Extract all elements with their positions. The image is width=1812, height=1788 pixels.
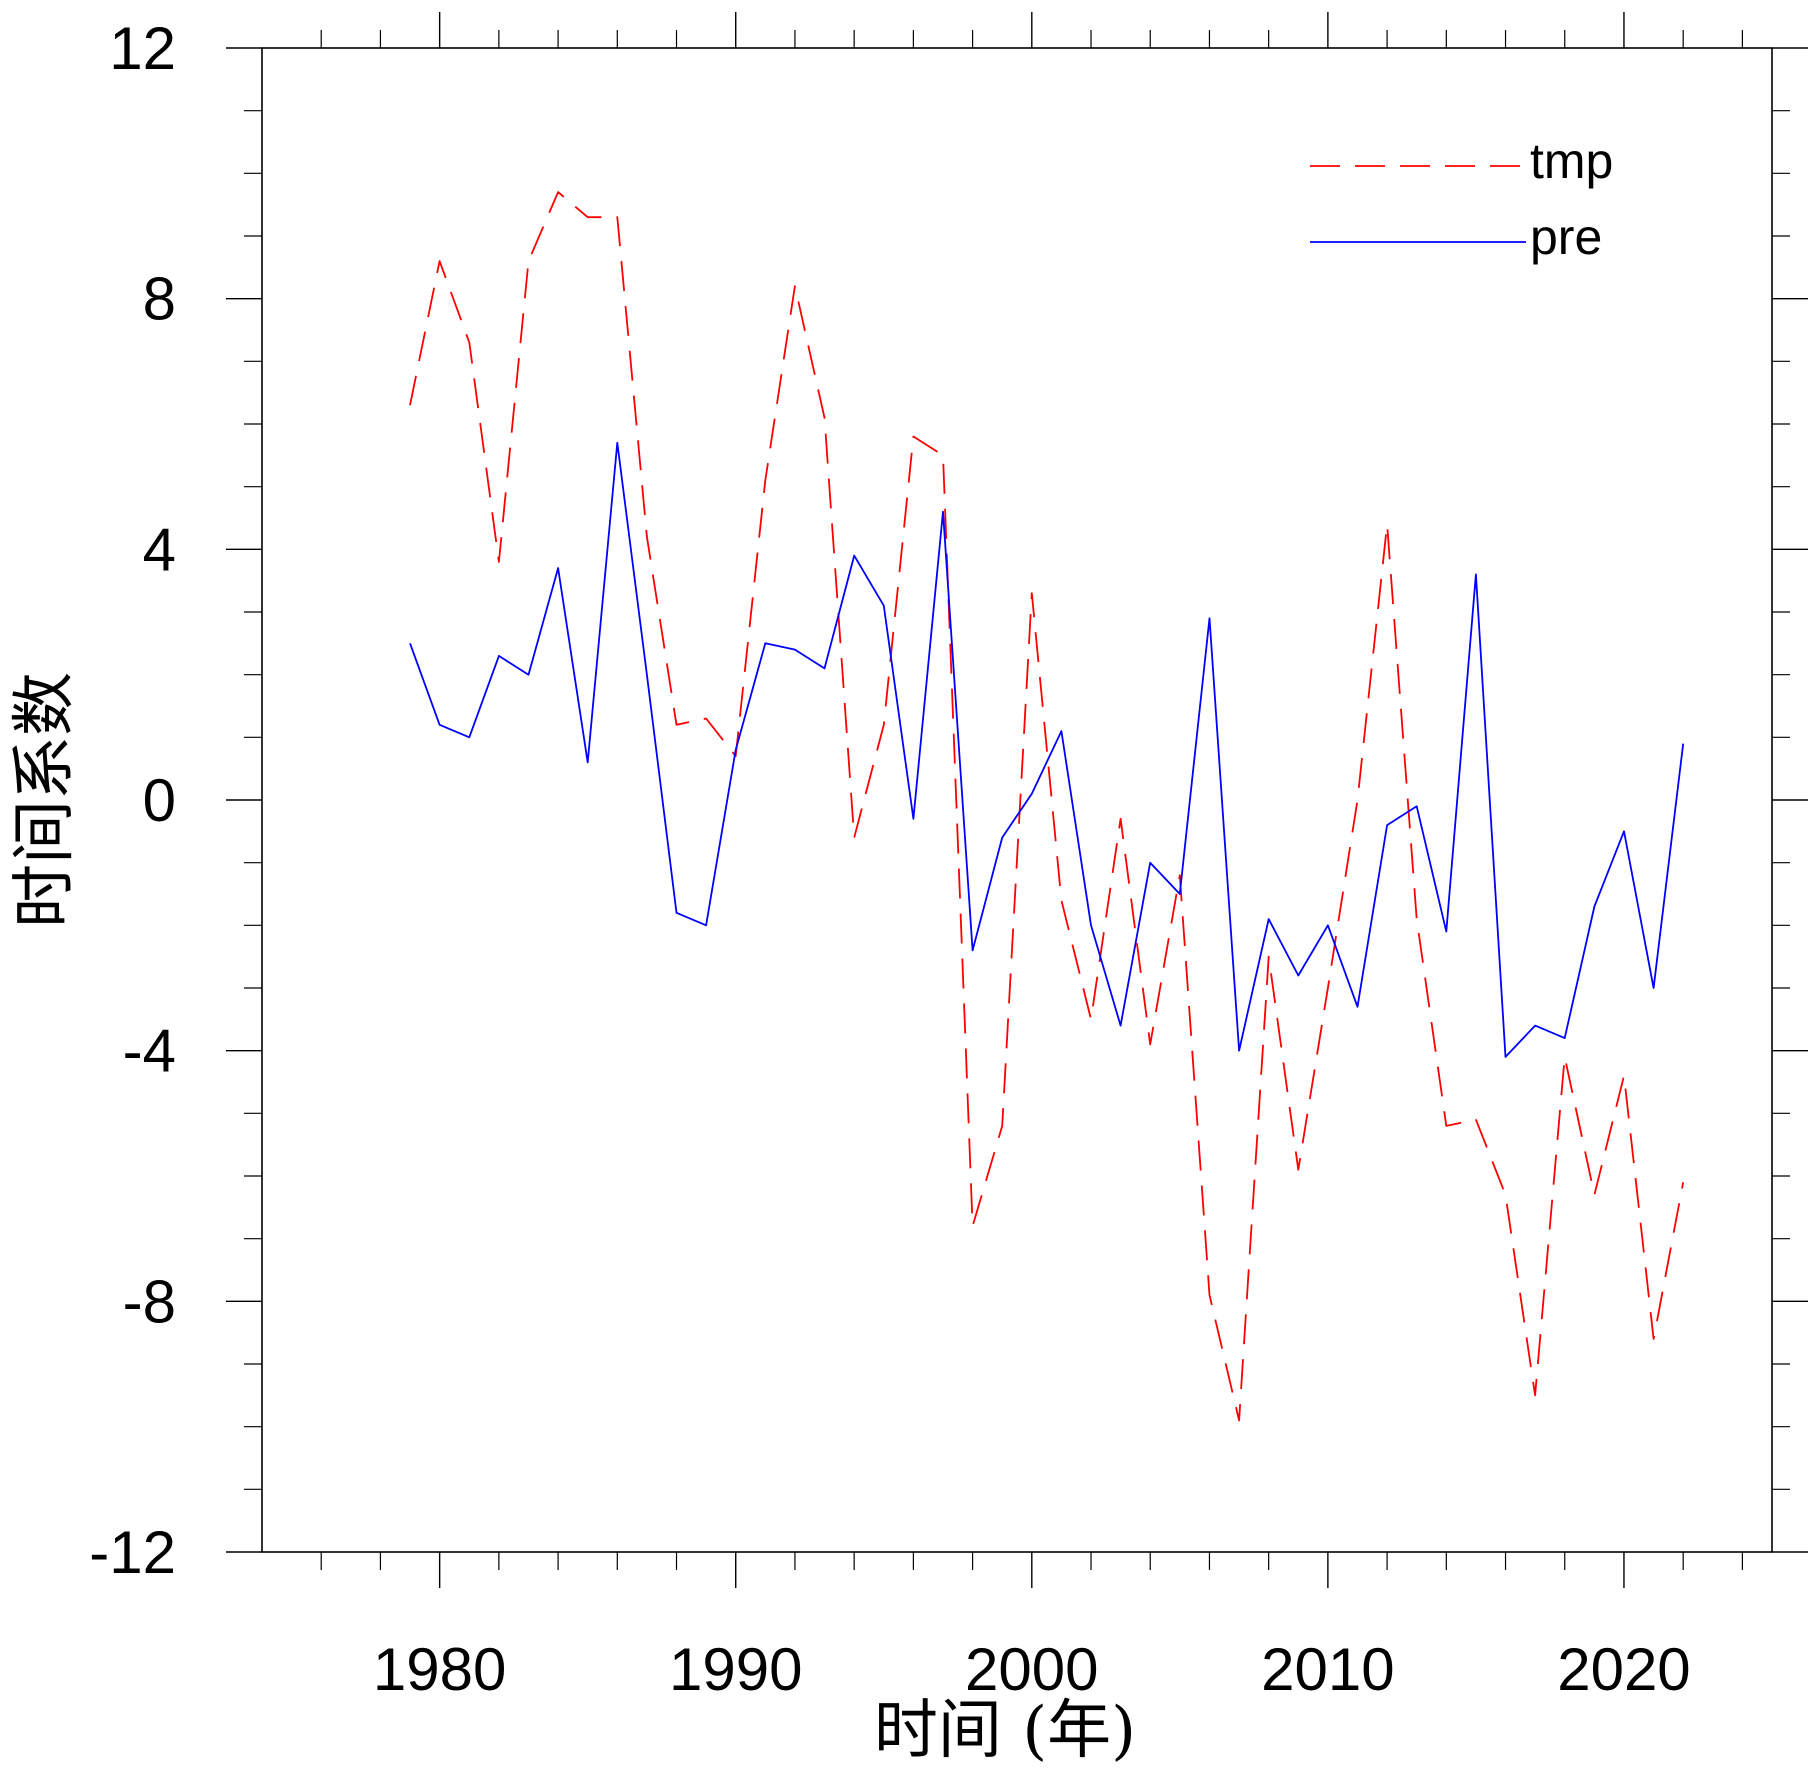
y-tick-label: 4: [143, 516, 176, 583]
y-tick-label: 12: [109, 15, 176, 82]
y-tick-label: 8: [143, 266, 176, 333]
legend: tmp pre: [1310, 133, 1613, 265]
major-ticks: [226, 12, 1808, 1588]
x-tick-label: 1980: [373, 1636, 506, 1703]
y-axis-title: 时间系数: [8, 672, 82, 928]
x-tick-label: 1990: [669, 1636, 802, 1703]
y-tick-label: -12: [89, 1519, 176, 1586]
series-line-tmp: [409, 191, 1685, 1422]
y-tick-label: -4: [123, 1018, 176, 1085]
x-tick-labels: 1980 1990 2000 2010 2020: [373, 1636, 1691, 1703]
y-tick-label: 0: [143, 767, 176, 834]
legend-label-pre: pre: [1530, 209, 1602, 265]
x-tick-label: 2000: [965, 1636, 1098, 1703]
x-tick-label: 2010: [1261, 1636, 1394, 1703]
series-lines: [409, 191, 1685, 1422]
y-tick-label: -8: [123, 1268, 176, 1335]
legend-label-tmp: tmp: [1530, 133, 1613, 189]
x-tick-label: 2020: [1557, 1636, 1690, 1703]
x-axis-title: 时间 (年): [874, 1694, 1136, 1768]
y-tick-labels: 12 8 4 0 -4 -8 -12: [89, 15, 176, 1586]
series-line-pre: [409, 441, 1685, 1058]
minor-ticks: [244, 30, 1790, 1570]
